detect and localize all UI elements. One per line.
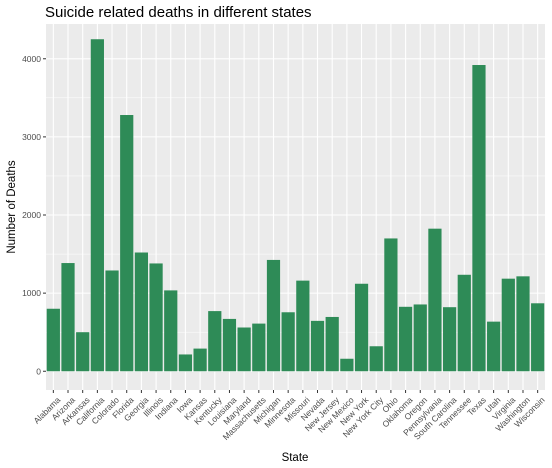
bar-pennsylvania bbox=[428, 228, 442, 372]
bar-south-carolina bbox=[442, 307, 457, 372]
bar-utah bbox=[487, 321, 501, 372]
y-axis-title: Number of Deaths bbox=[6, 160, 18, 254]
bar-texas bbox=[472, 65, 486, 372]
y-tick-label: 0 bbox=[36, 366, 41, 376]
y-tick-label: 3000 bbox=[22, 132, 41, 142]
bar-tennessee bbox=[457, 274, 471, 372]
bar-washington bbox=[516, 276, 530, 372]
bar-iowa bbox=[178, 354, 193, 372]
x-axis-title: State bbox=[282, 452, 309, 464]
bar-maryland bbox=[237, 327, 251, 372]
bar-kentucky bbox=[208, 311, 222, 372]
bar-louisiana bbox=[222, 318, 237, 372]
bar-missouri bbox=[296, 280, 310, 372]
x-axis: AlabamaArizonaArkansasCaliforniaColorado… bbox=[31, 390, 547, 442]
bar-arizona bbox=[61, 263, 75, 372]
y-tick-label: 2000 bbox=[22, 210, 41, 220]
bar-new-york-city bbox=[369, 346, 383, 372]
y-tick-label: 4000 bbox=[22, 54, 41, 64]
bar-arkansas bbox=[76, 332, 90, 372]
bar-wisconsin bbox=[531, 303, 545, 372]
bars bbox=[46, 39, 545, 372]
bar-kansas bbox=[193, 348, 207, 372]
bar-georgia bbox=[134, 252, 149, 372]
bar-ohio bbox=[384, 238, 398, 372]
bar-illinois bbox=[149, 263, 163, 372]
bar-california bbox=[90, 39, 104, 372]
bar-virginia bbox=[501, 278, 515, 372]
y-tick-label: 1000 bbox=[22, 288, 41, 298]
bar-new-jersey bbox=[325, 316, 339, 372]
bar-alabama bbox=[46, 308, 60, 372]
bar-colorado bbox=[105, 270, 119, 372]
bar-new-york bbox=[354, 283, 369, 372]
bar-minnesota bbox=[281, 312, 295, 372]
bar-florida bbox=[120, 115, 134, 372]
chart-title: Suicide related deaths in different stat… bbox=[45, 4, 312, 21]
bar-oregon bbox=[413, 304, 427, 372]
bar-oklahoma bbox=[398, 306, 413, 372]
y-axis: 0 1000 2000 3000 4000 bbox=[22, 54, 46, 376]
bar-indiana bbox=[164, 290, 178, 372]
bar-michigan bbox=[266, 259, 281, 372]
bar-massachusetts bbox=[252, 323, 266, 372]
bar-nevada bbox=[310, 320, 325, 372]
bar-new-mexico bbox=[340, 358, 354, 372]
